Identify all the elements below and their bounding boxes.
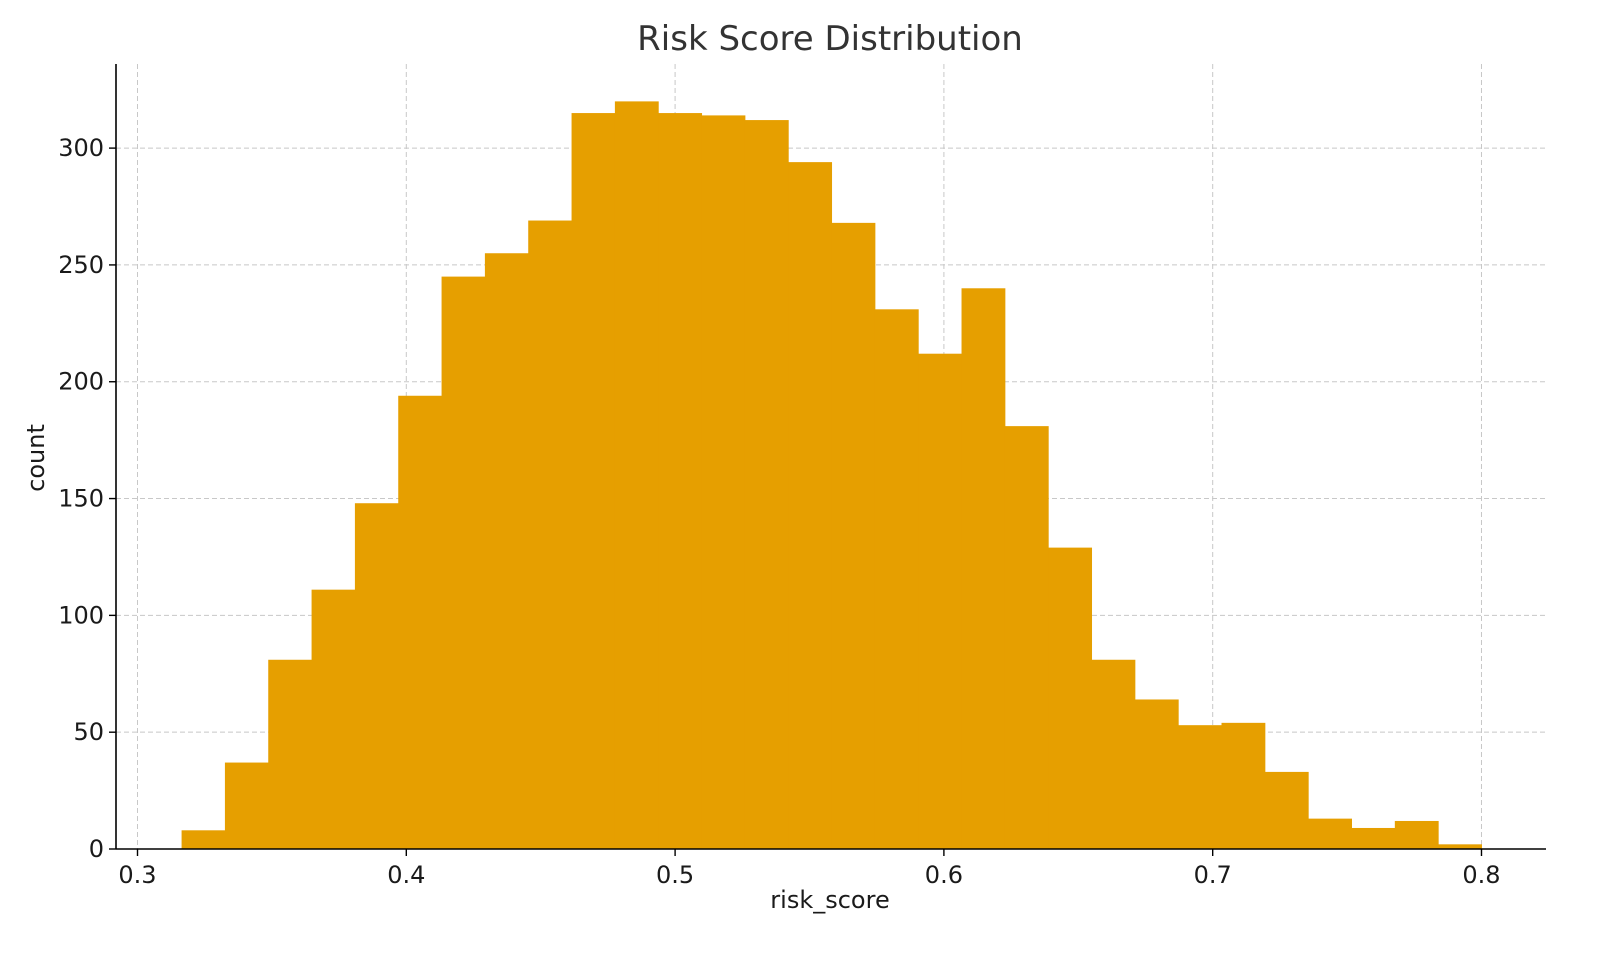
histogram-bar [1091, 659, 1136, 849]
x-tick-label: 0.7 [1194, 861, 1232, 889]
tick-labels: 0.3 0.4 0.5 0.6 0.7 0.8 0 50 100 150 200 250 300 [58, 134, 1500, 889]
histogram-bar [571, 113, 616, 849]
histogram-bar [1004, 426, 1049, 849]
x-axis-label: risk_score [770, 886, 889, 914]
histogram-bar [831, 222, 876, 850]
histogram-bar [311, 589, 356, 849]
y-tick-label: 100 [58, 601, 104, 629]
x-tick-label: 0.3 [118, 861, 156, 889]
y-tick-label: 250 [58, 251, 104, 279]
histogram-bar [918, 353, 963, 849]
y-tick-label: 200 [58, 368, 104, 396]
y-axis-label: count [22, 424, 50, 492]
histogram-bar [224, 762, 269, 849]
histogram-bar [1351, 827, 1396, 849]
histogram-bar [744, 120, 789, 850]
histogram-bar [1178, 725, 1223, 849]
histogram-bar [1308, 818, 1352, 849]
histogram-bar [268, 659, 313, 849]
histogram-bar [874, 309, 919, 849]
x-tick-label: 0.6 [925, 861, 963, 889]
histogram-bar [398, 395, 443, 849]
histogram-bar [1134, 699, 1179, 849]
histogram-bar [354, 503, 399, 849]
histogram-bar [1438, 844, 1482, 849]
y-tick-label: 150 [58, 485, 104, 513]
histogram-bar [484, 253, 529, 849]
x-tick-label: 0.8 [1462, 861, 1500, 889]
y-tick-label: 300 [58, 134, 104, 162]
histogram-bar [788, 162, 833, 849]
x-tick-label: 0.4 [387, 861, 425, 889]
axes [109, 64, 1546, 856]
histogram-bar [1264, 771, 1309, 849]
chart-title: Risk Score Distribution [637, 19, 1023, 59]
histogram-bars [181, 101, 1482, 850]
x-tick-label: 0.5 [656, 861, 694, 889]
histogram-bar [658, 113, 703, 849]
histogram-bar [701, 115, 746, 850]
histogram-bar [441, 276, 486, 850]
histogram-bar [1048, 547, 1093, 849]
y-tick-label: 0 [89, 835, 104, 863]
histogram-bar [961, 288, 1006, 849]
histogram-bar [1221, 722, 1266, 849]
y-tick-label: 50 [73, 718, 104, 746]
histogram-bar [614, 101, 659, 849]
histogram-bar [528, 220, 573, 850]
histogram-bar [181, 830, 226, 849]
histogram-bar [1394, 820, 1439, 849]
